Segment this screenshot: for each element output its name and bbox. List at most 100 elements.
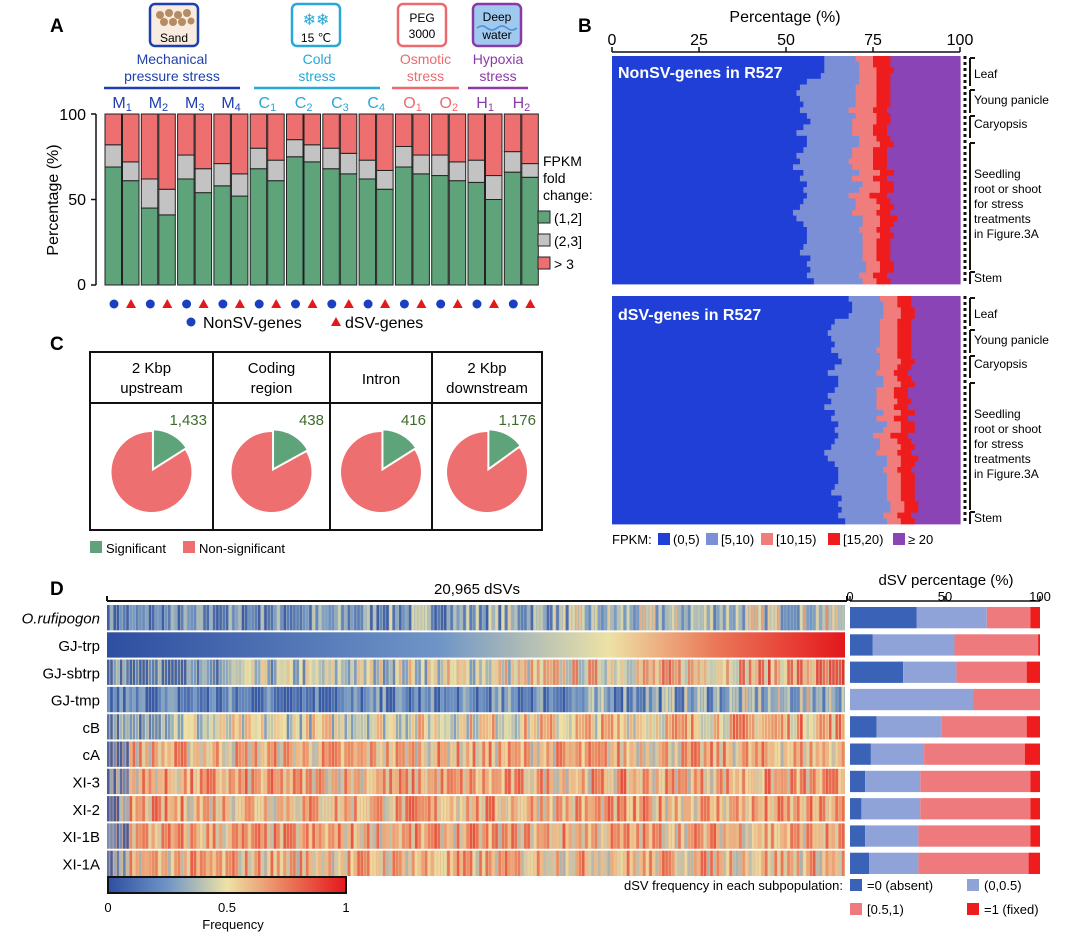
d-heat-stripe-5-174	[665, 741, 668, 767]
a-ytick-100: 100	[59, 107, 86, 124]
b-dsv-row39-1	[838, 512, 885, 519]
d-heat-stripe-5-29	[200, 741, 203, 767]
b-nonsv-row15-0	[612, 135, 808, 142]
d-heat-stripe-0-79	[360, 605, 364, 631]
b-nonsv-row22-3	[873, 175, 888, 182]
b-dsv-row8-2	[879, 335, 898, 342]
d-heat-stripe-0-131	[527, 605, 530, 631]
d-heat-stripe-5-148	[581, 741, 585, 767]
peg-icon-label-1: PEG	[409, 11, 434, 25]
d-heat-stripe-0-166	[639, 605, 643, 631]
d-heat-stripe-6-188	[710, 768, 713, 795]
condition-label-3: M4	[221, 95, 240, 114]
d-heat-stripe-9-63	[309, 850, 312, 876]
d-heat-stripe-5-154	[601, 741, 604, 767]
d-heat-stripe-4-96	[415, 714, 418, 740]
d-heat-stripe-9-41	[238, 850, 242, 876]
d-heat-stripe-0-19	[167, 605, 171, 631]
d-heat-stripe-5-39	[232, 741, 235, 767]
b-nonsv-row18-1	[796, 152, 853, 159]
d-heat-stripe-8-180	[684, 823, 688, 849]
d-heat-stripe-4-2	[113, 714, 116, 740]
dsv-legend-label: dSV-genes	[345, 315, 423, 332]
d-heat-stripe-8-16	[158, 823, 161, 849]
b-nonsv-row6-3	[876, 84, 891, 91]
d-heat-stripe-2-156	[607, 659, 611, 685]
a-bar-H1-NonSV-1	[467, 159, 485, 183]
d-bar-XI-1B-3	[1030, 825, 1040, 847]
d-heat-stripe-9-130	[524, 850, 527, 876]
d-heat-stripe-7-187	[707, 796, 710, 822]
d-heat-stripe-3-47	[257, 686, 261, 713]
d-heat-stripe-3-105	[443, 686, 447, 713]
d-heat-stripe-5-66	[318, 741, 322, 767]
d-bar-cB-0	[850, 716, 877, 738]
group-label-2: Osmotic	[400, 51, 451, 67]
a-ytick-0: 0	[77, 277, 86, 294]
d-heat-stripe-4-198	[742, 714, 745, 740]
d-heat-stripe-8-47	[257, 823, 261, 849]
d-heat-stripe-0-220	[812, 605, 816, 631]
d-heat-stripe-7-113	[469, 796, 473, 822]
b-dsv-row15-4	[911, 375, 961, 382]
d-heat-stripe-6-44	[248, 768, 251, 795]
d-heat-stripe-7-58	[293, 796, 296, 822]
d-row-label-9: XI-1A	[62, 856, 100, 873]
d-heat-stripe-2-18	[164, 659, 168, 685]
d-heat-stripe-5-228	[838, 741, 842, 767]
d-heat-stripe-0-107	[450, 605, 453, 631]
d-heat-stripe-4-17	[161, 714, 165, 740]
d-heat-stripe-9-40	[235, 850, 238, 876]
d-heat-stripe-5-133	[533, 741, 537, 767]
b-nonsv-row26-1	[803, 198, 857, 205]
a-bar-M2-dSV-0	[158, 214, 176, 286]
d-heat-stripe-9-114	[472, 850, 476, 876]
d-heat-stripe-5-80	[363, 741, 367, 767]
d-heat-stripe-9-147	[578, 850, 582, 876]
d-heat-stripe-0-151	[591, 605, 595, 631]
d-heat-stripe-8-43	[244, 823, 248, 849]
a-bar-M2-dSV-2	[158, 113, 176, 190]
d-heat-stripe-9-110	[459, 850, 463, 876]
condition-label-6: C3	[331, 95, 349, 114]
a-bar-C4-NonSV-2	[358, 113, 377, 161]
b-dsv-row3-4	[914, 307, 961, 314]
d-heat-stripe-3-164	[633, 686, 636, 713]
d-heat-stripe-4-202	[755, 714, 758, 740]
d-heat-stripe-4-174	[665, 714, 668, 740]
d-heat-stripe-5-19	[167, 741, 171, 767]
d-heat-stripe-3-132	[530, 686, 534, 713]
d-heat-stripe-5-122	[498, 741, 502, 767]
d-heat-stripe-3-68	[325, 686, 328, 713]
d-heat-stripe-0-213	[790, 605, 794, 631]
d-heat-stripe-6-83	[373, 768, 376, 795]
d-heat-stripe-2-65	[315, 659, 319, 685]
d-heat-stripe-6-159	[617, 768, 620, 795]
d-heat-stripe-0-193	[726, 605, 729, 631]
d-heat-stripe-4-63	[309, 714, 312, 740]
d-heat-stripe-8-168	[646, 823, 649, 849]
d-heat-stripe-2-154	[601, 659, 604, 685]
d-heat-stripe-7-215	[796, 796, 800, 822]
d-heat-stripe-7-160	[620, 796, 623, 822]
d-heat-stripe-0-42	[241, 605, 245, 631]
d-bar-GJ-sbtrp-0	[850, 661, 904, 683]
d-heat-stripe-7-50	[267, 796, 271, 822]
b-dsv-row3-2	[883, 307, 902, 314]
d-heat-stripe-7-73	[341, 796, 344, 822]
b-dsv-row13-3	[897, 364, 912, 371]
marker-nonsv-9	[436, 299, 446, 309]
d-heat-stripe-4-67	[321, 714, 325, 740]
d-heat-stripe-2-180	[684, 659, 688, 685]
d-heat-stripe-7-81	[366, 796, 370, 822]
d-bar-tick-2: 100	[1029, 589, 1051, 604]
d-heat-stripe-4-192	[723, 714, 726, 740]
d-heat-stripe-7-108	[453, 796, 457, 822]
b-dsv-row27-2	[879, 444, 902, 451]
b-nonsv-row25-1	[806, 192, 850, 199]
d-heat-stripe-7-177	[674, 796, 678, 822]
d-heat-stripe-9-115	[476, 850, 479, 876]
d-heat-stripe-8-72	[338, 823, 341, 849]
d-heat-stripe-7-210	[780, 796, 784, 822]
d-heat-stripe-4-221	[816, 714, 819, 740]
